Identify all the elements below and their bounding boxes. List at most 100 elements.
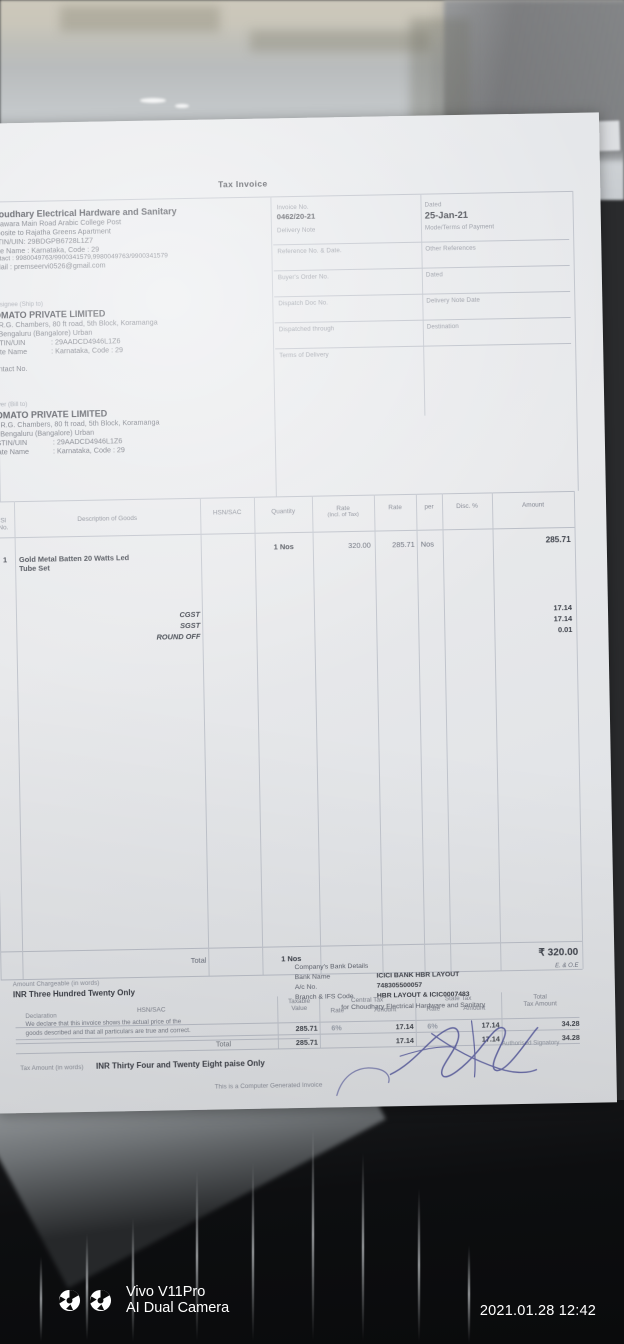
- surface-streak: [132, 1216, 134, 1344]
- watermark-timestamp: 2021.01.28 12:42: [479, 1303, 596, 1319]
- row-description: Gold Metal Batten 20 Watts Led Tube Set: [18, 553, 130, 574]
- consignee-state-value: Karnataka, Code : 29: [55, 345, 124, 356]
- col-sep-disc: [491, 492, 502, 971]
- items-total-label: Total: [190, 955, 207, 966]
- watermark-brand-group: Vivo V11Pro AI Dual Camera: [58, 1284, 229, 1316]
- col-sep-rate-incl: [373, 494, 384, 973]
- tax-amount-words-value: INR Thirty Four and Twenty Eight paise O…: [95, 1058, 265, 1071]
- items-table-top-line: [0, 490, 574, 503]
- charge-label-cgst: CGST: [179, 609, 201, 620]
- invoice-paper: Tax Invoice Choudhary Electrical Hardwar…: [0, 112, 618, 1114]
- col-header-per: per: [424, 503, 434, 511]
- field-dispatched-through: Dispatched through: [279, 325, 335, 333]
- field-other-references: Other References: [425, 245, 476, 253]
- watermark-device: Vivo V11Pro: [126, 1284, 206, 1300]
- field-buyers-order-dated: Dated: [426, 271, 443, 278]
- surface-streak: [468, 1244, 470, 1344]
- tax-row-central-rate: 6%: [331, 1023, 342, 1033]
- invoice-document: Tax Invoice Choudhary Electrical Hardwar…: [0, 112, 617, 1113]
- items-total-amount: ₹ 320.00: [538, 946, 579, 959]
- row-per: Nos: [420, 539, 434, 549]
- amount-chargeable-label: Amount Chargeable (in words): [12, 979, 100, 989]
- col-header-description: Description of Goods: [77, 514, 138, 524]
- consignee-block: Consignee (Ship to) ZOMATO PRIVATE LIMIT…: [0, 299, 159, 374]
- destination-label: Destination: [426, 323, 459, 331]
- charge-amount-round-off: 0.01: [557, 624, 573, 635]
- surface-streak: [362, 1150, 364, 1344]
- row-sl-no: 1: [2, 555, 8, 565]
- col-header-disc: Disc. %: [456, 502, 478, 511]
- amount-chargeable-value: INR Three Hundred Twenty Only: [12, 988, 136, 1000]
- buyer-state-value: Karnataka, Code : 29: [56, 445, 125, 456]
- bank-details-block: Company's Bank Details Bank Name ICICI B…: [294, 960, 485, 1014]
- col-header-rate-incl-tax: Rate (Incl. of Tax): [327, 505, 360, 519]
- col-sep-per: [441, 493, 452, 972]
- dispatched-through-label: Dispatched through: [278, 325, 335, 334]
- buyer-block: Buyer (Bill to) ZOMATO PRIVATE LIMITED 2…: [0, 399, 160, 457]
- bank-branch-label: Branch & IFS Code: [294, 993, 354, 1002]
- row-rate: 285.71: [392, 539, 415, 550]
- light-reflection: [140, 98, 166, 103]
- watermark-text: Vivo V11Pro AI Dual Camera: [126, 1284, 229, 1316]
- row-rate-incl-tax: 320.00: [348, 540, 371, 551]
- invoice-no-value: 0462/20-21: [276, 211, 316, 222]
- delivery-note-label: Delivery Note: [276, 226, 316, 235]
- field-terms-of-delivery: Terms of Delivery: [279, 351, 329, 359]
- signature-mark: [389, 1020, 539, 1078]
- mode-terms-label: Mode/Terms of Payment: [424, 223, 495, 232]
- dated-value: 25-Jan-21: [424, 208, 469, 221]
- col-sep-description: [199, 497, 210, 976]
- col-sep-left: [0, 501, 2, 980]
- charge-label-sgst: SGST: [180, 620, 201, 631]
- buyers-order-no-label: Buyer's Order No.: [277, 273, 329, 282]
- field-delivery-note-date: Delivery Note Date: [426, 297, 480, 305]
- watermark-mode: AI Dual Camera: [126, 1300, 230, 1316]
- col-header-quantity: Quantity: [271, 508, 296, 516]
- col-sep-hsn: [253, 496, 264, 975]
- items-table: Sl No. Description of Goods HSN/SAC Quan…: [0, 490, 584, 981]
- buyer-state-row: State Name: Karnataka, Code : 29: [0, 445, 160, 456]
- field-mode-terms: Mode/Terms of Payment: [425, 223, 494, 231]
- col-header-hsn: HSN/SAC: [212, 509, 242, 517]
- declaration-block: Declaration We declare that this invoice…: [15, 1008, 310, 1045]
- wall-grime-mark: [250, 30, 430, 52]
- wall-grime-mark: [410, 18, 470, 128]
- bank-branch-value: HBR LAYOUT & ICIC0007483: [376, 990, 470, 1000]
- bank-name-value: ICICI BANK HBR LAYOUT: [376, 971, 460, 980]
- reference-no-label: Reference No. & Date.: [277, 247, 342, 256]
- dispatch-doc-no-label: Dispatch Doc No.: [278, 299, 329, 308]
- frame-line-vertical-center: [270, 196, 277, 497]
- delivery-note-date-label: Delivery Note Date: [426, 296, 481, 305]
- seller-block: Choudhary Electrical Hardware and Sanita…: [0, 206, 178, 271]
- field-dispatch-doc-no: Dispatch Doc No.: [278, 299, 328, 307]
- row-amount: 285.71: [545, 534, 571, 545]
- light-reflection: [175, 104, 189, 108]
- consignee-state-row: State Name: Karnataka, Code : 29: [0, 345, 158, 356]
- field-delivery-note: Delivery Note: [277, 227, 316, 235]
- buyers-order-dated-label: Dated: [425, 271, 443, 279]
- wall-grime-mark: [60, 6, 220, 32]
- surface-streak: [312, 1125, 314, 1344]
- surface-streak: [418, 1186, 420, 1344]
- field-destination: Destination: [427, 323, 459, 331]
- col-header-sl-no: Sl No.: [0, 517, 9, 532]
- surface-streak: [196, 1168, 198, 1344]
- tax-amount-words-label: Tax Amount (in words): [20, 1064, 84, 1073]
- surface-streak: [252, 1160, 254, 1344]
- col-header-amount: Amount: [521, 501, 545, 509]
- field-dated: Dated 25-Jan-21: [424, 201, 469, 221]
- tax-header-total: Total Tax Amount: [523, 993, 557, 1008]
- page-title: Tax Invoice: [218, 178, 268, 190]
- seller-email-label: E-Mail: [0, 262, 9, 272]
- amount-chargeable-block: Amount Chargeable (in words) INR Three H…: [12, 979, 136, 1000]
- col-sep-quantity: [311, 495, 322, 974]
- surface-streak: [86, 1232, 88, 1342]
- dated-label: Dated: [424, 201, 442, 209]
- other-references-label: Other References: [425, 244, 476, 253]
- bank-ac-value: 748305500057: [376, 981, 423, 990]
- terms-of-delivery-label: Terms of Delivery: [279, 351, 329, 360]
- field-buyers-order-no: Buyer's Order No.: [278, 273, 329, 281]
- items-total-bottom-line: [0, 968, 583, 981]
- surface-streak: [40, 1255, 42, 1343]
